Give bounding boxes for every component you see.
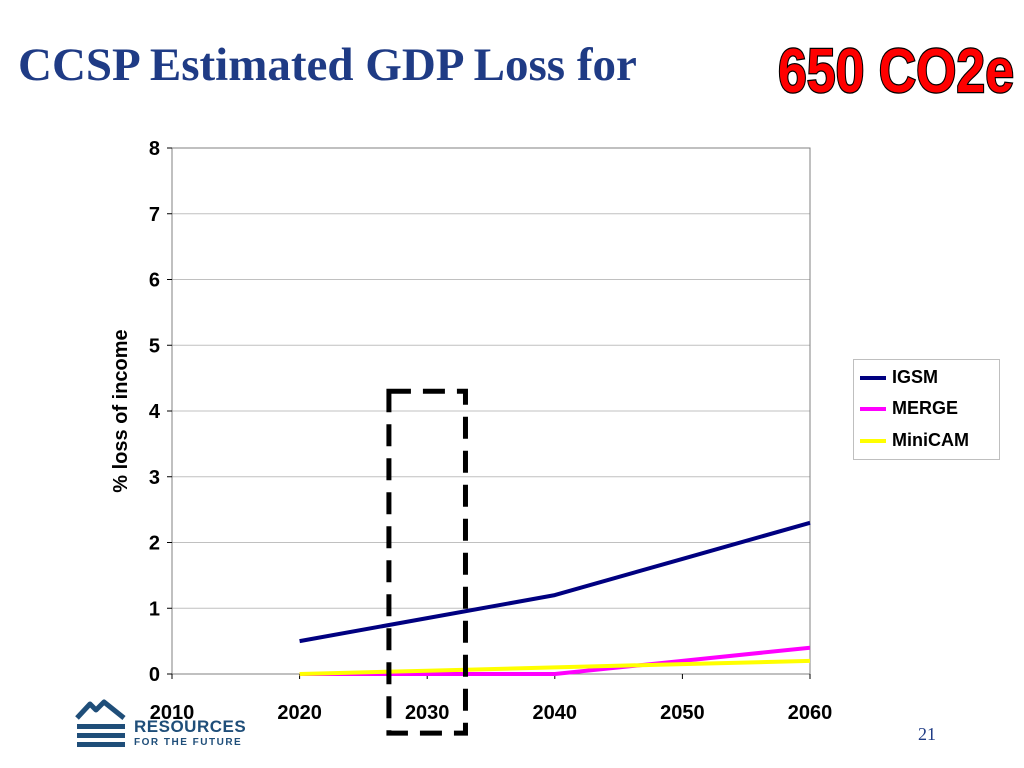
y-tick-label: 0 — [149, 664, 160, 686]
rff-logo-text: RESOURCES FOR THE FUTURE — [134, 718, 246, 748]
legend-item-merge: MERGE — [860, 398, 958, 419]
logo-line-1: RESOURCES — [134, 717, 247, 736]
series-line-minicam — [299, 658, 811, 676]
legend-label-minicam: MiniCAM — [892, 430, 969, 450]
chart-legend: IGSM MERGE MiniCAM — [853, 359, 1000, 460]
rff-logo-icon — [75, 699, 126, 747]
legend-label-igsm: IGSM — [892, 367, 939, 387]
y-tick-label: 1 — [149, 598, 160, 620]
y-tick-label: 5 — [149, 335, 160, 357]
x-tick-label: 2060 — [788, 702, 833, 724]
x-tick-label: 2010 — [150, 702, 195, 724]
slide-title: CCSP Estimated GDP Loss for — [18, 39, 637, 91]
legend-label-merge: MERGE — [892, 398, 959, 418]
series-line-merge — [299, 645, 811, 676]
x-tick-label: 2020 — [277, 702, 322, 724]
y-tick-label: 4 — [149, 401, 161, 423]
tick-labels: 0 1 2 3 4 5 6 7 8 2010 2020 2030 2040 2050 2060 — [149, 138, 832, 724]
y-tick-label: 7 — [149, 204, 160, 226]
legend-item-minicam: MiniCAM — [860, 430, 969, 451]
title-highlight-text: 650 CO2e — [778, 37, 1014, 106]
y-axis-label: % loss of income — [110, 329, 132, 492]
x-tick-label: 2050 — [660, 702, 705, 724]
legend-swatch-minicam — [860, 438, 886, 443]
series-line-igsm — [299, 520, 811, 644]
axis-ticks — [167, 147, 811, 679]
x-tick-label: 2040 — [533, 702, 578, 724]
logo-line-2: FOR THE FUTURE — [134, 737, 243, 748]
y-tick-label: 3 — [149, 467, 160, 489]
x-tick-label: 2030 — [405, 702, 450, 724]
legend-swatch-merge — [860, 406, 886, 411]
series-lines — [299, 520, 811, 676]
y-tick-label: 8 — [149, 138, 160, 160]
y-tick-label: 2 — [149, 533, 160, 555]
legend-swatch-igsm — [860, 375, 886, 380]
legend-item-igsm: IGSM — [860, 367, 938, 388]
highlight-dashed-box — [386, 388, 468, 736]
grid-lines — [172, 147, 810, 609]
y-tick-label: 6 — [149, 270, 160, 292]
page-number: 21 — [918, 724, 936, 744]
title-highlight: 650 CO2e — [777, 36, 1016, 106]
